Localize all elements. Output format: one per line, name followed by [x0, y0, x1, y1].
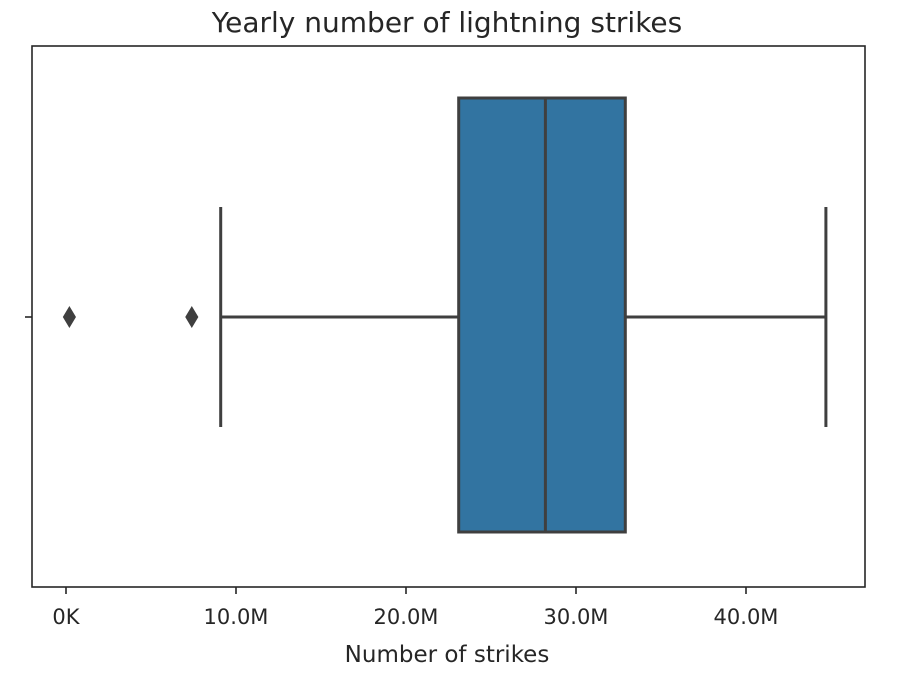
x-axis-ticks: 0K 10.0M 20.0M 30.0M 40.0M [52, 587, 778, 629]
x-tick-label: 0K [52, 605, 80, 629]
outlier-point-2 [185, 306, 199, 328]
x-tick-label: 30.0M [544, 605, 609, 629]
x-tick-label: 40.0M [714, 605, 779, 629]
x-tick-label: 20.0M [374, 605, 439, 629]
x-axis-label: Number of strikes [345, 642, 550, 668]
outlier-point-1 [62, 306, 76, 328]
plot-area [25, 45, 866, 588]
x-tick-label: 10.0M [204, 605, 269, 629]
iqr-box [457, 96, 627, 534]
chart-title: Yearly number of lightning strikes [211, 6, 683, 39]
